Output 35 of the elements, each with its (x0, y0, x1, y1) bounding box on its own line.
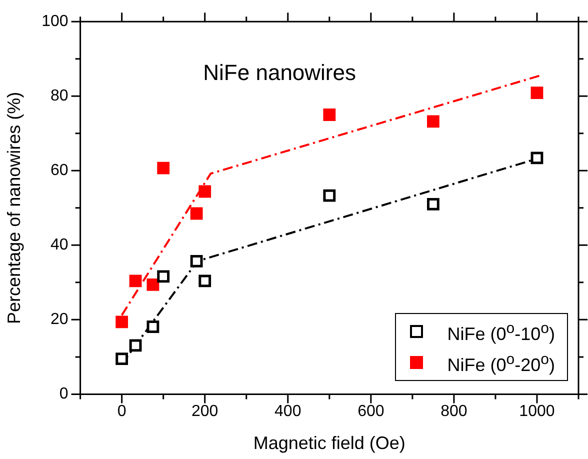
point (530, 86, 544, 99)
point (198, 274, 212, 288)
point (129, 274, 142, 288)
text: NiFe nanowires (203, 60, 356, 85)
y-tick-label: 20 (50, 311, 68, 328)
point (116, 316, 128, 328)
x-tick-label: 200 (191, 403, 218, 420)
point (146, 278, 160, 291)
y-axis-title: Percentage of nanowires (%) (4, 92, 24, 324)
y-tick-label: 80 (50, 88, 68, 105)
point (190, 207, 203, 220)
x-tick-label: 0 (117, 403, 126, 420)
y-tick-label: 40 (50, 236, 68, 254)
point (116, 352, 128, 366)
point (190, 254, 203, 268)
x-tick-label: 600 (358, 403, 384, 420)
y-tick-label: 0 (59, 386, 68, 403)
point (426, 198, 440, 210)
point (530, 152, 544, 164)
y-tick-label: 60 (50, 162, 68, 180)
point (157, 270, 170, 283)
legend-label: NiFe (0$^{o}$-20$^{o}$) (447, 350, 555, 377)
x-tick-label: 1000 (519, 403, 555, 420)
point (157, 162, 170, 174)
point (323, 108, 336, 121)
x-axis-title: Magnetic field (Oe) (253, 433, 406, 454)
point (198, 185, 212, 198)
point (129, 339, 142, 352)
point (146, 320, 160, 333)
x-tick-label: 800 (440, 403, 468, 420)
y-tick-label: 100 (42, 13, 68, 30)
point (426, 115, 440, 128)
x-tick-label: 400 (274, 403, 302, 420)
point (323, 189, 336, 202)
legend-label: NiFe (0$^{o}$-10$^{o}$) (447, 319, 555, 346)
